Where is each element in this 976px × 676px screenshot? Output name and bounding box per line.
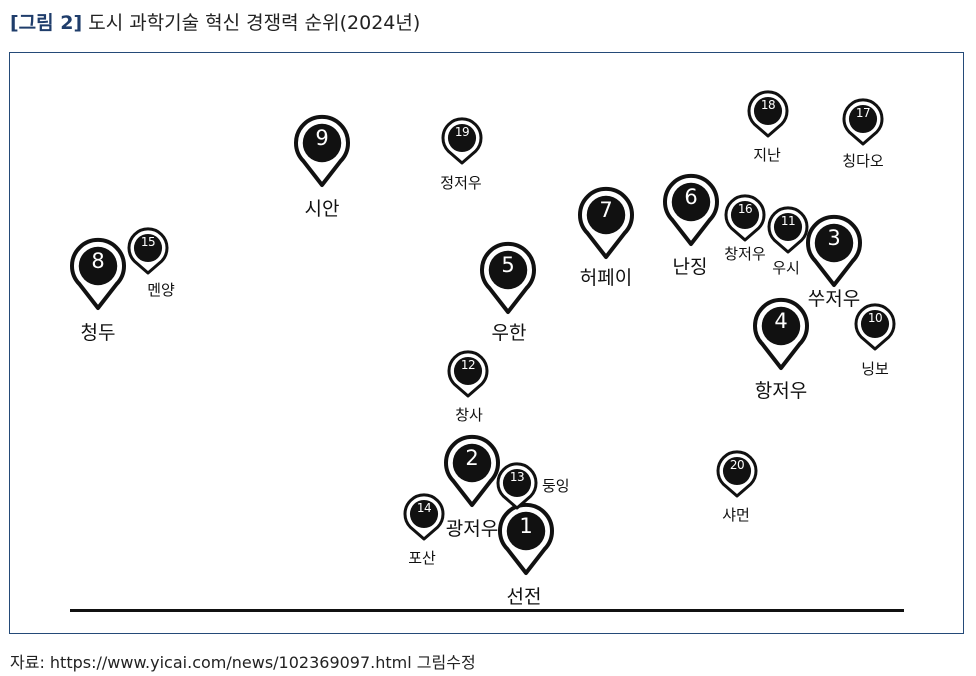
map-pin-icon	[403, 493, 445, 541]
map-pin-icon	[842, 98, 884, 146]
city-label: 닝보	[861, 360, 889, 378]
map-pin-icon	[806, 214, 862, 287]
map-pin-icon	[498, 502, 554, 575]
map-pin-icon	[724, 194, 766, 242]
city-label: 정저우	[440, 174, 482, 192]
marker-rank-10: 10	[852, 301, 898, 351]
city-label: 멘양	[147, 281, 175, 299]
city-label: 광저우	[445, 518, 499, 540]
marker-rank-16: 16	[722, 192, 768, 242]
map-pin-icon	[294, 114, 350, 187]
marker-rank-8: 8	[68, 236, 128, 310]
map-pin-icon	[127, 227, 169, 275]
city-label: 샤먼	[722, 506, 750, 524]
map-pin-icon	[70, 237, 126, 310]
figure-number: [그림 2]	[10, 12, 83, 34]
marker-rank-12: 12	[445, 348, 491, 398]
city-label: 둥잉	[542, 477, 570, 495]
map-pin-icon	[663, 173, 719, 246]
city-label: 선전	[506, 586, 542, 608]
marker-rank-9: 9	[292, 113, 352, 187]
city-label: 항저우	[754, 380, 808, 402]
baseline	[70, 609, 904, 612]
diagram-frame	[9, 52, 964, 634]
figure-title-text: 도시 과학기술 혁신 경쟁력 순위(2024년)	[88, 12, 421, 34]
city-label: 청두	[80, 322, 116, 344]
map-pin-icon	[441, 117, 483, 165]
map-pin-icon	[767, 206, 809, 254]
map-pin-icon	[747, 90, 789, 138]
city-label: 우시	[772, 259, 800, 277]
source-note: 자료: https://www.yicai.com/news/102369097…	[10, 653, 476, 672]
map-pin-icon	[444, 434, 500, 507]
city-label: 창사	[455, 406, 483, 424]
city-label: 허페이	[579, 267, 633, 289]
map-pin-icon	[496, 462, 538, 510]
map-pin-icon	[716, 450, 758, 498]
marker-rank-13: 13	[494, 460, 540, 510]
marker-rank-3: 3	[804, 213, 864, 287]
city-label: 쑤저우	[807, 288, 861, 310]
marker-rank-20: 20	[714, 448, 760, 498]
city-label: 우한	[491, 322, 527, 344]
marker-rank-19: 19	[439, 115, 485, 165]
map-pin-icon	[753, 297, 809, 370]
city-label: 칭다오	[842, 152, 884, 170]
marker-rank-15: 15	[125, 225, 171, 275]
map-pin-icon	[447, 350, 489, 398]
marker-rank-6: 6	[661, 172, 721, 246]
city-label: 포산	[408, 549, 436, 567]
marker-rank-18: 18	[745, 88, 791, 138]
marker-rank-4: 4	[751, 296, 811, 370]
city-label: 창저우	[724, 245, 766, 263]
marker-rank-7: 7	[576, 185, 636, 259]
marker-rank-5: 5	[478, 240, 538, 314]
city-label: 지난	[753, 146, 781, 164]
marker-rank-14: 14	[401, 491, 447, 541]
map-pin-icon	[578, 186, 634, 259]
marker-rank-2: 2	[442, 433, 502, 507]
marker-rank-11: 11	[765, 204, 811, 254]
city-label: 시안	[304, 198, 340, 220]
marker-rank-17: 17	[840, 96, 886, 146]
marker-rank-1: 1	[496, 501, 556, 575]
figure-title: [그림 2] 도시 과학기술 혁신 경쟁력 순위(2024년)	[10, 8, 420, 35]
map-pin-icon	[854, 303, 896, 351]
map-pin-icon	[480, 241, 536, 314]
city-label: 난징	[672, 256, 708, 278]
